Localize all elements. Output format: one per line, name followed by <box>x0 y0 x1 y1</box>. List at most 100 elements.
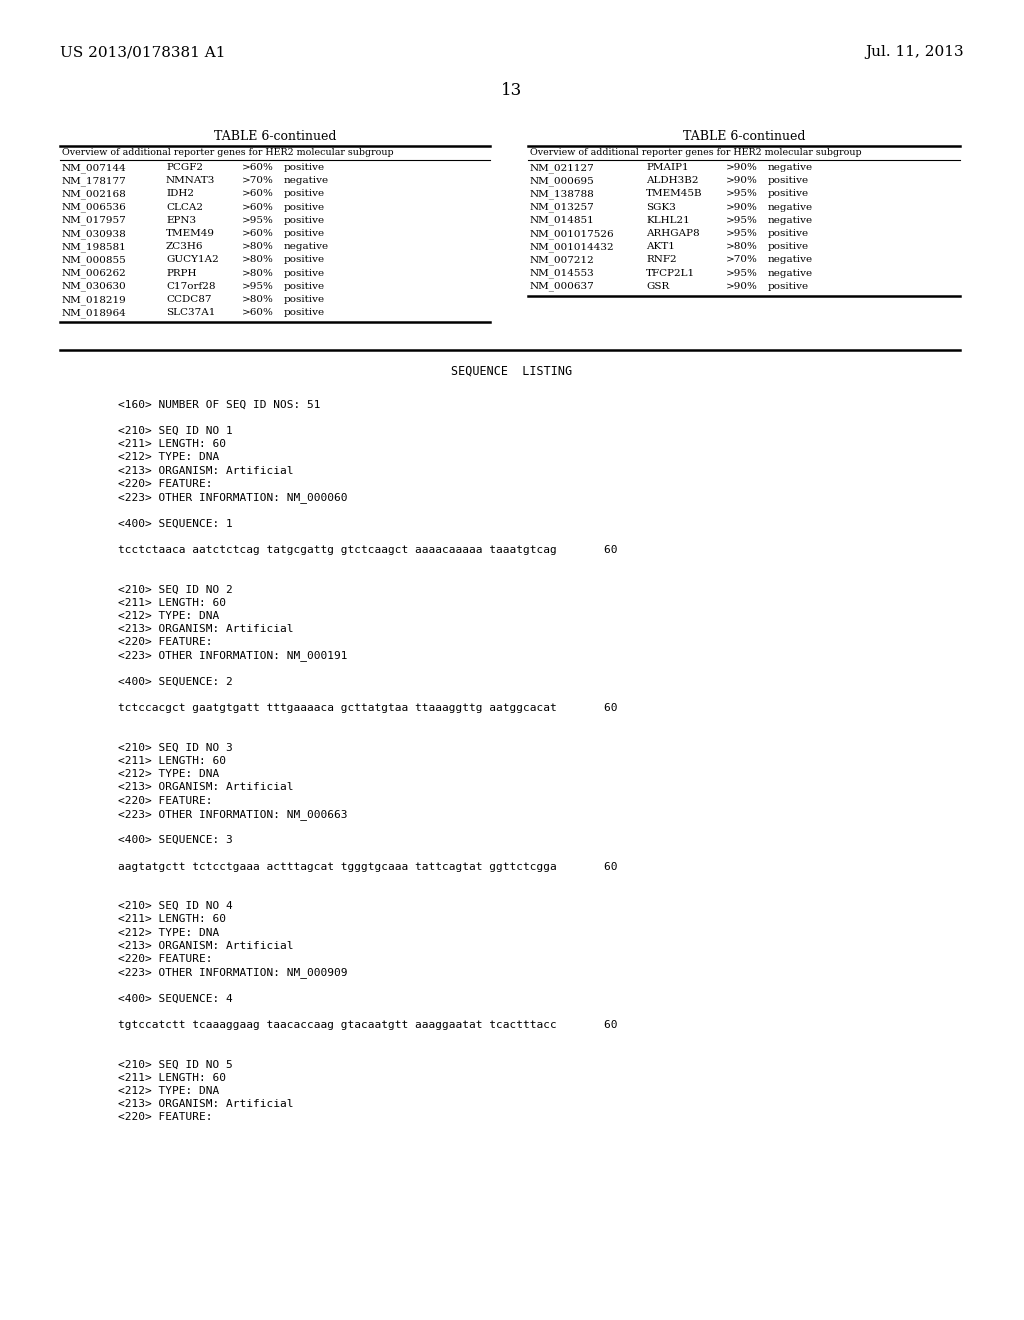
Text: NM_002168: NM_002168 <box>62 189 127 199</box>
Text: 13: 13 <box>502 82 522 99</box>
Text: C17orf28: C17orf28 <box>166 281 215 290</box>
Text: >80%: >80% <box>242 242 273 251</box>
Text: <211> LENGTH: 60: <211> LENGTH: 60 <box>118 915 226 924</box>
Text: <223> OTHER INFORMATION: NM_000909: <223> OTHER INFORMATION: NM_000909 <box>118 968 347 978</box>
Text: <212> TYPE: DNA: <212> TYPE: DNA <box>118 1086 219 1096</box>
Text: positive: positive <box>768 228 809 238</box>
Text: <212> TYPE: DNA: <212> TYPE: DNA <box>118 928 219 937</box>
Text: NM_030938: NM_030938 <box>62 228 127 239</box>
Text: >60%: >60% <box>242 189 273 198</box>
Text: GSR: GSR <box>646 281 670 290</box>
Text: <213> ORGANISM: Artificial: <213> ORGANISM: Artificial <box>118 941 294 950</box>
Text: positive: positive <box>284 215 326 224</box>
Text: tcctctaaca aatctctcag tatgcgattg gtctcaagct aaaacaaaaa taaatgtcag       60: tcctctaaca aatctctcag tatgcgattg gtctcaa… <box>118 545 617 554</box>
Text: >90%: >90% <box>726 281 758 290</box>
Text: positive: positive <box>284 189 326 198</box>
Text: TABLE 6-continued: TABLE 6-continued <box>214 129 336 143</box>
Text: positive: positive <box>284 255 326 264</box>
Text: <400> SEQUENCE: 1: <400> SEQUENCE: 1 <box>118 519 232 528</box>
Text: <212> TYPE: DNA: <212> TYPE: DNA <box>118 453 219 462</box>
Text: negative: negative <box>768 202 813 211</box>
Text: NM_021127: NM_021127 <box>530 162 595 173</box>
Text: <223> OTHER INFORMATION: NM_000663: <223> OTHER INFORMATION: NM_000663 <box>118 809 347 820</box>
Text: <220> FEATURE:: <220> FEATURE: <box>118 479 213 488</box>
Text: TMEM45B: TMEM45B <box>646 189 702 198</box>
Text: >60%: >60% <box>242 228 273 238</box>
Text: >90%: >90% <box>726 176 758 185</box>
Text: <223> OTHER INFORMATION: NM_000191: <223> OTHER INFORMATION: NM_000191 <box>118 651 347 661</box>
Text: Jul. 11, 2013: Jul. 11, 2013 <box>865 45 964 59</box>
Text: positive: positive <box>284 294 326 304</box>
Text: NM_017957: NM_017957 <box>62 215 127 226</box>
Text: <400> SEQUENCE: 4: <400> SEQUENCE: 4 <box>118 994 232 1003</box>
Text: US 2013/0178381 A1: US 2013/0178381 A1 <box>60 45 225 59</box>
Text: >80%: >80% <box>242 268 273 277</box>
Text: TFCP2L1: TFCP2L1 <box>646 268 695 277</box>
Text: NM_007212: NM_007212 <box>530 255 595 265</box>
Text: negative: negative <box>768 215 813 224</box>
Text: NM_006536: NM_006536 <box>62 202 127 213</box>
Text: <210> SEQ ID NO 2: <210> SEQ ID NO 2 <box>118 585 232 594</box>
Text: <211> LENGTH: 60: <211> LENGTH: 60 <box>118 1073 226 1082</box>
Text: <212> TYPE: DNA: <212> TYPE: DNA <box>118 770 219 779</box>
Text: >80%: >80% <box>242 255 273 264</box>
Text: NM_014851: NM_014851 <box>530 215 595 226</box>
Text: <220> FEATURE:: <220> FEATURE: <box>118 796 213 805</box>
Text: negative: negative <box>768 162 813 172</box>
Text: >80%: >80% <box>242 294 273 304</box>
Text: tctccacgct gaatgtgatt tttgaaaaca gcttatgtaa ttaaaggttg aatggcacat       60: tctccacgct gaatgtgatt tttgaaaaca gcttatg… <box>118 704 617 713</box>
Text: NM_000855: NM_000855 <box>62 255 127 265</box>
Text: positive: positive <box>768 176 809 185</box>
Text: >90%: >90% <box>726 162 758 172</box>
Text: CLCA2: CLCA2 <box>166 202 203 211</box>
Text: <160> NUMBER OF SEQ ID NOS: 51: <160> NUMBER OF SEQ ID NOS: 51 <box>118 400 321 409</box>
Text: positive: positive <box>284 162 326 172</box>
Text: <223> OTHER INFORMATION: NM_000060: <223> OTHER INFORMATION: NM_000060 <box>118 492 347 503</box>
Text: positive: positive <box>284 268 326 277</box>
Text: ALDH3B2: ALDH3B2 <box>646 176 698 185</box>
Text: <213> ORGANISM: Artificial: <213> ORGANISM: Artificial <box>118 783 294 792</box>
Text: NM_007144: NM_007144 <box>62 162 127 173</box>
Text: NM_138788: NM_138788 <box>530 189 595 199</box>
Text: >70%: >70% <box>726 255 758 264</box>
Text: <210> SEQ ID NO 4: <210> SEQ ID NO 4 <box>118 902 232 911</box>
Text: negative: negative <box>768 255 813 264</box>
Text: ARHGAP8: ARHGAP8 <box>646 228 699 238</box>
Text: PRPH: PRPH <box>166 268 197 277</box>
Text: RNF2: RNF2 <box>646 255 677 264</box>
Text: <220> FEATURE:: <220> FEATURE: <box>118 1113 213 1122</box>
Text: >60%: >60% <box>242 162 273 172</box>
Text: Overview of additional reporter genes for HER2 molecular subgroup: Overview of additional reporter genes fo… <box>62 148 393 157</box>
Text: NM_001014432: NM_001014432 <box>530 242 614 252</box>
Text: <213> ORGANISM: Artificial: <213> ORGANISM: Artificial <box>118 466 294 475</box>
Text: positive: positive <box>284 202 326 211</box>
Text: PMAIP1: PMAIP1 <box>646 162 688 172</box>
Text: tgtccatctt tcaaaggaag taacaccaag gtacaatgtt aaaggaatat tcactttacc       60: tgtccatctt tcaaaggaag taacaccaag gtacaat… <box>118 1020 617 1030</box>
Text: <210> SEQ ID NO 1: <210> SEQ ID NO 1 <box>118 426 232 436</box>
Text: SLC37A1: SLC37A1 <box>166 308 215 317</box>
Text: SGK3: SGK3 <box>646 202 676 211</box>
Text: NMNAT3: NMNAT3 <box>166 176 215 185</box>
Text: NM_018964: NM_018964 <box>62 308 127 318</box>
Text: negative: negative <box>284 176 329 185</box>
Text: >95%: >95% <box>242 281 273 290</box>
Text: <213> ORGANISM: Artificial: <213> ORGANISM: Artificial <box>118 1100 294 1109</box>
Text: NM_198581: NM_198581 <box>62 242 127 252</box>
Text: SEQUENCE  LISTING: SEQUENCE LISTING <box>452 364 572 378</box>
Text: TMEM49: TMEM49 <box>166 228 215 238</box>
Text: NM_030630: NM_030630 <box>62 281 127 292</box>
Text: <220> FEATURE:: <220> FEATURE: <box>118 638 213 647</box>
Text: <213> ORGANISM: Artificial: <213> ORGANISM: Artificial <box>118 624 294 634</box>
Text: >95%: >95% <box>242 215 273 224</box>
Text: EPN3: EPN3 <box>166 215 197 224</box>
Text: TABLE 6-continued: TABLE 6-continued <box>683 129 805 143</box>
Text: negative: negative <box>768 268 813 277</box>
Text: NM_000695: NM_000695 <box>530 176 595 186</box>
Text: PCGF2: PCGF2 <box>166 162 203 172</box>
Text: aagtatgctt tctcctgaaa actttagcat tgggtgcaaa tattcagtat ggttctcgga       60: aagtatgctt tctcctgaaa actttagcat tgggtgc… <box>118 862 617 871</box>
Text: <210> SEQ ID NO 3: <210> SEQ ID NO 3 <box>118 743 232 752</box>
Text: NM_001017526: NM_001017526 <box>530 228 614 239</box>
Text: IDH2: IDH2 <box>166 189 194 198</box>
Text: negative: negative <box>284 242 329 251</box>
Text: positive: positive <box>284 308 326 317</box>
